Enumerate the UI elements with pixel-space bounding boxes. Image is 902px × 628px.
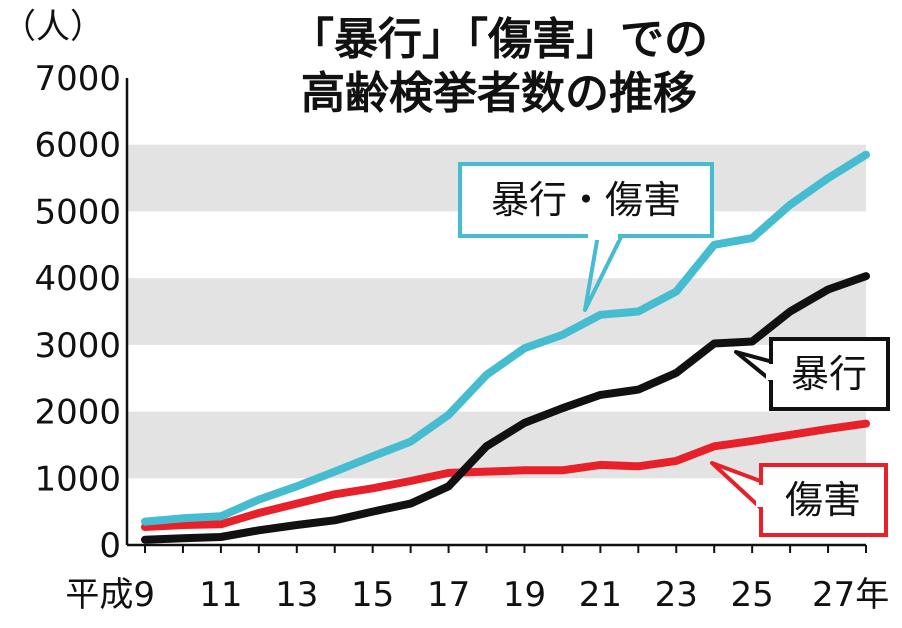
callout-violence-injury-label: 暴行・傷害 [491, 178, 681, 222]
callout-violence: 暴行 [734, 337, 890, 411]
callout-injury: 傷害 [710, 461, 888, 537]
chart-title-line2: 高齢検挙者数の推移 [301, 68, 697, 119]
series-line-2 [141, 419, 870, 531]
callout-violence-injury: 暴行・傷害 [458, 162, 714, 312]
y-tick-label: 5000 [34, 192, 121, 232]
series-line-0 [141, 150, 870, 526]
grid-band [127, 278, 866, 345]
series-lines [141, 150, 870, 544]
x-tick-label: 23 [655, 575, 698, 615]
y-tick-label: 7000 [34, 59, 121, 99]
callout-injury-label: 傷害 [785, 478, 861, 522]
x-tick-label: 25 [731, 575, 774, 615]
callout-violence-label: 暴行 [791, 352, 867, 396]
y-tick-label: 2000 [34, 393, 121, 433]
y-axis-unit: （人） [2, 7, 104, 47]
series-line-1 [141, 272, 870, 544]
x-tick-label: 19 [503, 575, 546, 615]
x-tick-label: 17 [427, 575, 470, 615]
grid-bands [127, 144, 866, 479]
chart-title: 「暴行」「傷害」での 高齢検挙者数の推移 [243, 4, 755, 122]
y-tick-label: 6000 [34, 126, 121, 166]
y-tick-label: 0 [99, 526, 121, 566]
x-tick-label: 21 [579, 575, 622, 615]
x-tick-label: 11 [199, 575, 242, 615]
y-tick-label: 1000 [34, 459, 121, 499]
x-tick-label: 平成9 [65, 575, 155, 615]
chart-title-line1: 「暴行」「傷害」での [290, 14, 708, 65]
x-axis-ticks: 平成9 11 13 15 17 19 21 23 25 27年 [65, 545, 889, 615]
y-axis-ticks: 0 1000 2000 3000 4000 5000 6000 7000 [34, 59, 121, 566]
y-tick-label: 4000 [34, 259, 121, 299]
y-tick-label: 3000 [34, 326, 121, 366]
x-tick-label: 15 [351, 575, 394, 615]
x-tick-label: 27年 [812, 575, 889, 615]
x-tick-label: 13 [275, 575, 318, 615]
